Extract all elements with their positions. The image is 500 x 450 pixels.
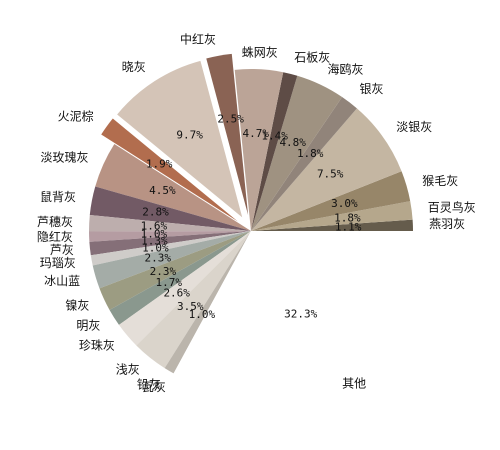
slice-10-percent-label: 1.9% bbox=[146, 157, 173, 170]
slice-2-percent-label: 3.0% bbox=[331, 197, 358, 210]
slice-6-category-label: 石板灰 bbox=[294, 51, 330, 65]
slice-10-category-label: 火泥棕 bbox=[58, 108, 94, 123]
slice-13-category-label: 芦穗灰 bbox=[37, 215, 73, 229]
slice-15-percent-label: 1.3% bbox=[141, 235, 168, 248]
slice-19-category-label: 明灰 bbox=[76, 319, 100, 333]
slice-21-wedge bbox=[136, 231, 251, 369]
slice-23-category-label: 瓦灰 bbox=[142, 380, 166, 394]
slice-9-category-label: 晓灰 bbox=[122, 60, 146, 74]
pie-slices bbox=[88, 53, 413, 394]
slice-0-percent-label: 1.1% bbox=[335, 221, 362, 234]
slice-7-percent-label: 4.7% bbox=[243, 127, 270, 140]
slice-15-wedge bbox=[89, 231, 252, 256]
slice-14-wedge bbox=[89, 231, 251, 242]
slice-18-wedge bbox=[99, 231, 252, 310]
slice-19-percent-label: 1.7% bbox=[156, 276, 183, 289]
slice-9-wedge bbox=[117, 60, 243, 218]
slice-24-category-label: 其他 bbox=[342, 377, 366, 391]
slice-4-percent-label: 1.8% bbox=[297, 147, 324, 160]
slice-17-category-label: 冰山蓝 bbox=[44, 274, 80, 288]
slice-9-percent-label: 9.7% bbox=[176, 129, 203, 142]
slice-20-wedge bbox=[118, 231, 251, 346]
slice-17-wedge bbox=[92, 231, 252, 289]
slice-5-category-label: 海鸥灰 bbox=[328, 62, 364, 77]
slice-1-category-label: 百灵鸟灰 bbox=[428, 200, 476, 215]
slice-5-wedge bbox=[251, 75, 343, 231]
slice-8-percent-label: 2.5% bbox=[217, 113, 244, 126]
slice-19-wedge bbox=[109, 231, 251, 325]
slice-1-percent-label: 1.8% bbox=[334, 212, 361, 225]
slice-15-category-label: 芦灰 bbox=[50, 243, 74, 257]
slice-11-category-label: 淡玫瑰灰 bbox=[40, 149, 88, 164]
slice-7-wedge bbox=[234, 68, 284, 231]
slice-8-wedge bbox=[206, 53, 249, 216]
slice-12-percent-label: 2.8% bbox=[142, 206, 169, 219]
slice-0-category-label: 燕羽灰 bbox=[429, 217, 465, 231]
slice-18-category-label: 镍灰 bbox=[65, 299, 89, 313]
slice-16-category-label: 玛瑙灰 bbox=[40, 256, 76, 270]
slice-21-percent-label: 3.5% bbox=[177, 300, 204, 313]
slice-10-wedge bbox=[101, 118, 238, 222]
slice-1-wedge bbox=[251, 201, 413, 231]
slice-20-percent-label: 2.6% bbox=[163, 287, 190, 300]
slice-5-percent-label: 4.8% bbox=[279, 136, 306, 149]
slice-13-wedge bbox=[88, 214, 251, 232]
slice-11-wedge bbox=[95, 144, 251, 231]
slice-22-category-label: 铅灰 bbox=[137, 377, 161, 391]
slice-16-percent-label: 1.0% bbox=[142, 242, 169, 255]
slice-12-wedge bbox=[89, 186, 251, 231]
slice-7-category-label: 蛛网灰 bbox=[242, 45, 278, 60]
slice-11-percent-label: 4.5% bbox=[149, 184, 176, 197]
slice-0-wedge bbox=[251, 219, 413, 231]
slice-4-category-label: 银灰 bbox=[360, 82, 384, 96]
slice-20-category-label: 珍珠灰 bbox=[79, 339, 115, 353]
slice-21-category-label: 浅灰 bbox=[116, 363, 140, 377]
slice-24-wedge bbox=[173, 231, 413, 394]
slice-18-percent-label: 2.3% bbox=[150, 265, 177, 278]
slice-22-percent-label: 1.0% bbox=[189, 308, 216, 321]
slice-2-wedge bbox=[251, 171, 411, 231]
slice-6-wedge bbox=[251, 72, 298, 231]
slice-3-percent-label: 7.5% bbox=[317, 168, 344, 181]
slice-2-category-label: 猴毛灰 bbox=[422, 174, 458, 188]
slice-3-category-label: 淡银灰 bbox=[396, 120, 432, 134]
slice-8-category-label: 中红灰 bbox=[180, 31, 216, 46]
pie-labels: 燕羽灰 1.1% 百灵鸟灰 1.8% 猴毛灰 3.0% 淡银灰 7.5% 银灰 1.8% 海鸥灰 4.… bbox=[37, 31, 476, 394]
slice-14-category-label: 隐红灰 bbox=[37, 229, 73, 244]
slice-13-percent-label: 1.6% bbox=[141, 219, 168, 232]
slice-16-wedge bbox=[90, 231, 251, 266]
slice-22-wedge bbox=[164, 231, 251, 374]
slice-6-percent-label: 1.4% bbox=[261, 130, 288, 143]
slice-4-wedge bbox=[251, 97, 357, 231]
slice-17-percent-label: 2.3% bbox=[145, 252, 172, 265]
slice-3-wedge bbox=[251, 108, 402, 231]
slice-24-percent-label: 32.3% bbox=[284, 308, 317, 321]
slice-14-percent-label: 1.0% bbox=[141, 227, 168, 240]
slice-12-category-label: 鼠背灰 bbox=[40, 190, 76, 204]
